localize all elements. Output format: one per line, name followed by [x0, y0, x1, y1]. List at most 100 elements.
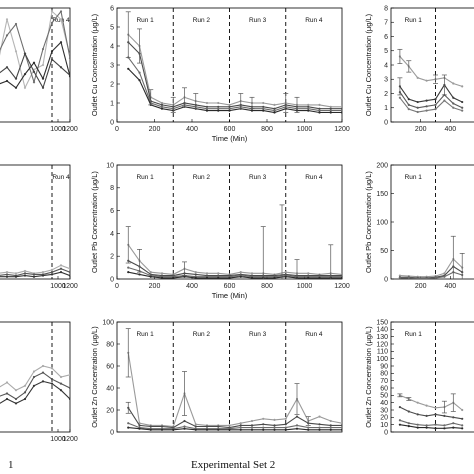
series-point	[434, 423, 437, 426]
series-point	[127, 266, 130, 269]
y-tick-label: 4	[384, 62, 388, 69]
series-line	[128, 267, 342, 278]
series-point	[443, 424, 446, 427]
data-layer	[0, 364, 70, 405]
x-tick-label: 400	[444, 283, 456, 290]
series-point	[262, 109, 265, 112]
series-point	[41, 77, 45, 80]
series-point	[407, 410, 410, 413]
series-point	[138, 273, 141, 276]
series-point	[217, 109, 220, 112]
series-point	[434, 108, 437, 111]
series-point	[183, 427, 186, 430]
series-line	[399, 394, 463, 411]
series-point	[59, 389, 63, 392]
series-line	[399, 406, 463, 420]
run-label: Run 1	[136, 17, 154, 24]
x-tick-label: 200	[149, 283, 161, 290]
y-tick-label: 90	[380, 363, 388, 370]
plot-frame	[0, 321, 71, 433]
series-point	[59, 18, 63, 21]
series-point	[461, 106, 464, 109]
series-point	[194, 425, 197, 428]
y-tick-label: 3	[384, 77, 388, 84]
series-point	[14, 275, 18, 278]
x-tick-label: 400	[186, 126, 198, 133]
x-axis-label: Time (Min)	[212, 291, 248, 300]
series-point	[461, 427, 464, 430]
y-tick-label: 3	[110, 62, 114, 69]
x-tick-label: 1000	[50, 283, 66, 290]
run-label: Run 4	[52, 174, 70, 181]
x-tick-label: 1000	[50, 126, 66, 133]
x-tick-label: 1000	[50, 436, 66, 443]
series-point	[138, 427, 141, 430]
y-tick-label: 0	[384, 119, 388, 126]
series-point	[416, 76, 419, 79]
series-point	[127, 67, 130, 70]
series-point	[50, 21, 54, 24]
series-point	[68, 267, 70, 270]
series-point	[205, 105, 209, 108]
series-point	[41, 271, 45, 274]
series-line	[128, 271, 342, 279]
data-layer	[125, 204, 342, 279]
series-point	[205, 109, 209, 112]
series-point	[217, 101, 220, 105]
series-point	[5, 66, 9, 69]
run-label: Run 3	[249, 331, 267, 338]
series-point	[398, 96, 401, 99]
series-point	[5, 271, 9, 274]
series-point	[68, 271, 70, 274]
series-point	[262, 105, 265, 108]
series-line	[0, 365, 70, 391]
x-tick-label: 800	[261, 283, 273, 290]
x-tick-label: 0	[115, 283, 119, 290]
series-point	[416, 413, 419, 416]
data-layer	[397, 48, 464, 114]
series-point	[14, 397, 18, 401]
y-tick-label: 6	[384, 34, 388, 41]
y-tick-label: 140	[376, 327, 388, 334]
y-tick-label: 100	[102, 319, 114, 326]
series-point	[68, 57, 70, 60]
series-point	[149, 275, 152, 278]
series-point	[307, 276, 310, 279]
series-line	[399, 97, 463, 113]
series-line	[399, 424, 463, 429]
series-point	[407, 103, 410, 106]
run-label: Run 1	[405, 17, 423, 24]
series-point	[32, 370, 36, 373]
series-line	[127, 41, 342, 110]
series-point	[160, 103, 164, 106]
series-line	[128, 422, 342, 430]
series-line	[399, 419, 463, 426]
series-point	[239, 275, 242, 278]
series-point	[23, 272, 27, 275]
x-tick-label: 800	[261, 126, 273, 133]
y-tick-label: 150	[376, 319, 388, 326]
series-point	[41, 364, 45, 368]
series-point	[41, 47, 45, 51]
series-point	[14, 272, 18, 275]
series-point	[50, 10, 54, 13]
series-point	[160, 425, 164, 428]
y-tick-label: 80	[380, 371, 388, 378]
series-point	[318, 415, 321, 418]
series-point	[407, 98, 410, 101]
series-point	[329, 109, 332, 112]
series-point	[14, 402, 18, 405]
series-point	[273, 276, 276, 279]
y-tick-label: 130	[376, 334, 388, 341]
series-point	[329, 419, 332, 423]
series-point	[329, 428, 332, 431]
plot-frame	[390, 321, 474, 433]
series-point	[194, 423, 197, 426]
y-axis-label: Outlet Cu Concentration (μg/L)	[90, 13, 99, 116]
series-point	[416, 423, 419, 426]
series-point	[194, 273, 197, 276]
